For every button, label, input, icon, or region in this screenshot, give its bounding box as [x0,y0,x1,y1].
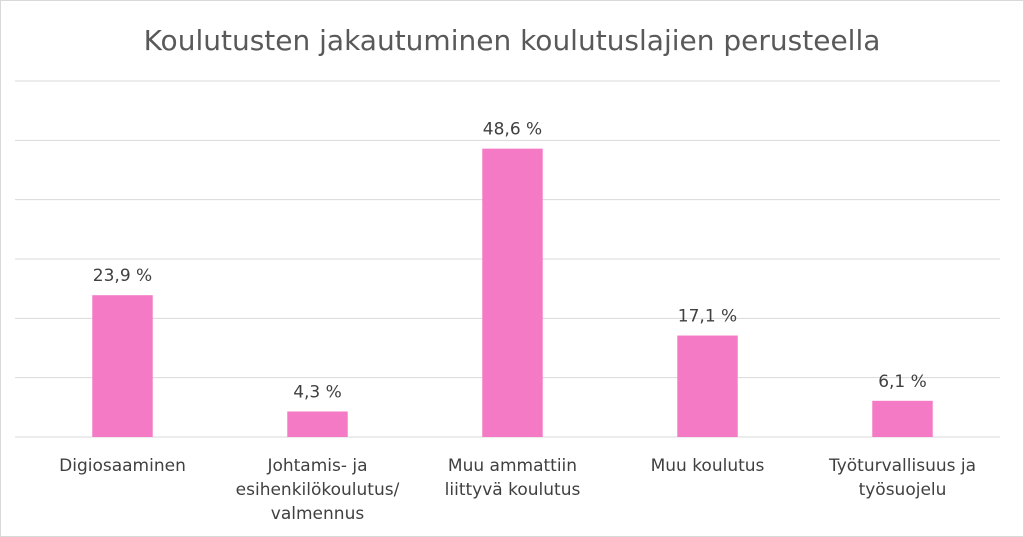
value-label: 23,9 % [93,266,152,286]
value-label: 17,1 % [678,307,737,327]
value-label: 48,6 % [483,120,542,140]
bar [92,295,153,437]
bar [482,148,543,437]
x-tick-label: Muu koulutus [651,456,765,476]
chart-title: Koulutusten jakautuminen koulutuslajien … [144,24,881,57]
x-tick-label: Digiosaaminen [59,456,186,476]
bar [677,335,738,437]
x-tick-label: Muu ammattiin liittyvä koulutus [445,456,581,500]
x-tick-label: Työturvallisuus ja työsuojelu [828,456,976,500]
value-label: 4,3 % [293,382,342,402]
value-label: 6,1 % [878,372,927,392]
bar [287,411,348,437]
bar [872,400,933,437]
x-tick-label: Johtamis- ja esihenkilökoulutus/valmennus [236,456,400,524]
